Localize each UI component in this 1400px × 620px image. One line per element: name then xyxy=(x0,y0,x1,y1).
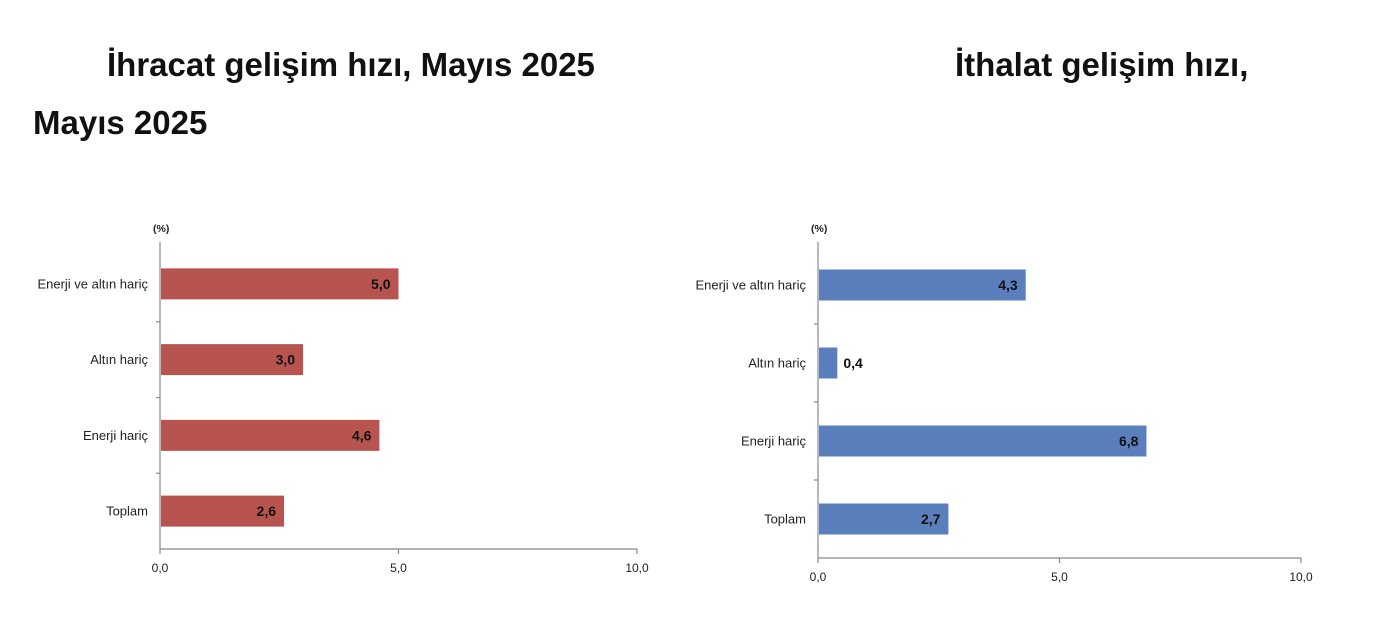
import-unit-label: (%) xyxy=(811,223,827,235)
import-bar xyxy=(819,347,838,379)
export-bar xyxy=(161,268,399,300)
import-bar xyxy=(819,503,949,535)
export-category-label: Toplam xyxy=(106,504,148,519)
import-bar xyxy=(819,269,1026,301)
export-x-tick-label: 10,0 xyxy=(625,561,649,575)
export-data-label: 5,0 xyxy=(371,276,391,292)
export-bar xyxy=(161,344,304,376)
import-data-label: 2,7 xyxy=(921,511,941,527)
import-category-label: Altın hariç xyxy=(748,356,806,371)
export-growth-chart: 0,0 5,0 10,0 (%) Enerji ve altın hariç 5,0 Alt… xyxy=(37,223,649,575)
import-chart-title: İthalat gelişim hızı, xyxy=(955,46,1249,83)
export-bar xyxy=(161,495,285,527)
import-data-label: 4,3 xyxy=(998,277,1018,293)
import-category-label: Enerji hariç xyxy=(741,434,807,449)
import-bar xyxy=(819,425,1147,457)
export-category-label: Enerji hariç xyxy=(83,428,149,443)
export-bar xyxy=(161,419,380,451)
export-data-label: 2,6 xyxy=(257,503,277,519)
import-x-tick-label: 10,0 xyxy=(1289,570,1313,584)
export-category-label: Altın hariç xyxy=(90,352,148,367)
import-data-label: 6,8 xyxy=(1119,433,1139,449)
import-x-tick-label: 0,0 xyxy=(810,570,827,584)
export-data-label: 4,6 xyxy=(352,427,372,443)
import-x-tick-label: 5,0 xyxy=(1051,570,1068,584)
export-x-tick-label: 5,0 xyxy=(390,561,407,575)
export-unit-label: (%) xyxy=(153,223,169,235)
export-category-label: Enerji ve altın hariç xyxy=(37,276,148,291)
import-category-label: Toplam xyxy=(764,512,806,527)
import-chart-title-continued: Mayıs 2025 xyxy=(33,104,208,141)
export-x-tick-label: 0,0 xyxy=(152,561,169,575)
import-data-label: 0,4 xyxy=(843,355,863,371)
export-data-label: 3,0 xyxy=(276,352,296,368)
import-category-label: Enerji ve altın hariç xyxy=(695,278,806,293)
export-chart-title: İhracat gelişim hızı, Mayıs 2025 xyxy=(107,46,595,83)
